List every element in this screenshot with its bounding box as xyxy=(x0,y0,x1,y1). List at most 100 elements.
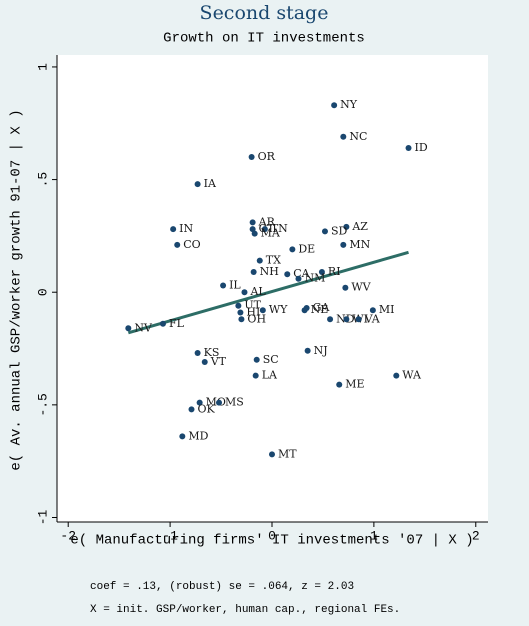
point xyxy=(159,320,166,327)
point-label: RI xyxy=(328,265,341,278)
point xyxy=(327,316,334,323)
point-label: NJ xyxy=(314,344,328,357)
point-label: FL xyxy=(169,317,185,330)
x-tick-label: -1 xyxy=(162,528,178,543)
point xyxy=(216,399,223,406)
point xyxy=(393,372,400,379)
y-tick-label: 1 xyxy=(35,63,50,71)
point-label: OK xyxy=(197,402,215,415)
point xyxy=(342,284,349,291)
point-label: WA xyxy=(402,369,422,382)
point-label: OR xyxy=(258,150,276,163)
point-label: IL xyxy=(229,278,241,291)
point xyxy=(250,268,257,275)
point-label: SC xyxy=(263,353,279,366)
point-label: WY xyxy=(269,303,288,316)
point xyxy=(251,230,258,237)
point xyxy=(289,246,296,253)
point-label: DE xyxy=(298,242,315,255)
point xyxy=(304,347,311,354)
point xyxy=(125,325,132,332)
point xyxy=(179,433,186,440)
point-label: OH xyxy=(247,312,266,325)
point-label: MS xyxy=(225,396,244,409)
point xyxy=(248,154,255,161)
plot-area xyxy=(57,55,488,522)
point xyxy=(295,275,302,282)
point xyxy=(321,228,328,235)
point-label: NM xyxy=(304,272,325,285)
point xyxy=(369,307,376,314)
point xyxy=(343,316,350,323)
point-label: SD xyxy=(331,224,348,237)
note: coef = .13, (robust) se = .064, z = 2.03 xyxy=(90,581,354,593)
point xyxy=(268,451,275,458)
point-label: MA xyxy=(261,227,281,240)
point xyxy=(331,102,338,109)
point xyxy=(220,282,227,289)
point xyxy=(241,289,248,296)
point xyxy=(259,307,266,314)
point-label: ID xyxy=(415,141,428,154)
point-label: GA xyxy=(313,301,331,314)
point-label: KS xyxy=(204,346,220,359)
chart-subtitle: Growth on IT investments xyxy=(163,31,365,47)
point-label: MO xyxy=(206,396,226,409)
point-label: WV xyxy=(351,281,371,294)
point xyxy=(174,241,181,248)
fit-line xyxy=(127,250,409,335)
point xyxy=(301,307,308,314)
note: X = init. GSP/worker, human cap., region… xyxy=(90,604,400,616)
y-tick-label: 0 xyxy=(35,288,50,296)
point-label: TN xyxy=(271,222,288,235)
point-label: MT xyxy=(278,447,297,460)
point xyxy=(194,181,201,188)
point xyxy=(249,219,256,226)
point-label: NY xyxy=(340,98,358,111)
point-label: MD xyxy=(188,429,208,442)
point xyxy=(355,316,362,323)
point-label: TX xyxy=(266,254,281,267)
point xyxy=(343,223,350,230)
point xyxy=(201,359,208,366)
point-label: VT xyxy=(210,355,227,368)
y-axis-title: e( Av. annual GSP/worker growth 91-07 | … xyxy=(9,109,25,470)
point-label: IN xyxy=(179,222,193,235)
point-label: NH xyxy=(260,265,279,278)
point-label: MN xyxy=(349,238,370,251)
point-label: AR xyxy=(258,215,276,228)
point xyxy=(188,406,195,413)
point xyxy=(284,271,291,278)
y-tick-label: .5 xyxy=(35,172,50,188)
point xyxy=(237,309,244,316)
point-label: MI xyxy=(379,303,395,316)
point xyxy=(235,302,242,309)
point xyxy=(318,268,325,275)
point xyxy=(252,372,259,379)
point xyxy=(340,133,347,140)
point-label: LA xyxy=(262,369,278,382)
x-tick-label: 1 xyxy=(370,528,378,543)
point xyxy=(336,381,343,388)
y-tick-label: -1 xyxy=(35,509,50,525)
x-tick-label: -2 xyxy=(60,528,76,543)
point xyxy=(405,145,412,152)
point-label: NE xyxy=(311,303,329,316)
point-label: ME xyxy=(345,378,364,391)
point xyxy=(194,350,201,357)
point-label: VA xyxy=(364,312,381,325)
point xyxy=(196,399,203,406)
point xyxy=(249,226,256,233)
x-axis-title: e( Manufacturing firms' IT investments '… xyxy=(70,533,473,549)
point-label: UT xyxy=(244,299,261,312)
point xyxy=(340,241,347,248)
point-label: HI xyxy=(246,305,260,318)
point xyxy=(253,356,260,363)
point xyxy=(261,226,268,233)
point xyxy=(238,316,245,323)
x-tick-label: 0 xyxy=(268,528,276,543)
point-label: CO xyxy=(183,238,200,251)
point-label: AL xyxy=(249,285,266,298)
